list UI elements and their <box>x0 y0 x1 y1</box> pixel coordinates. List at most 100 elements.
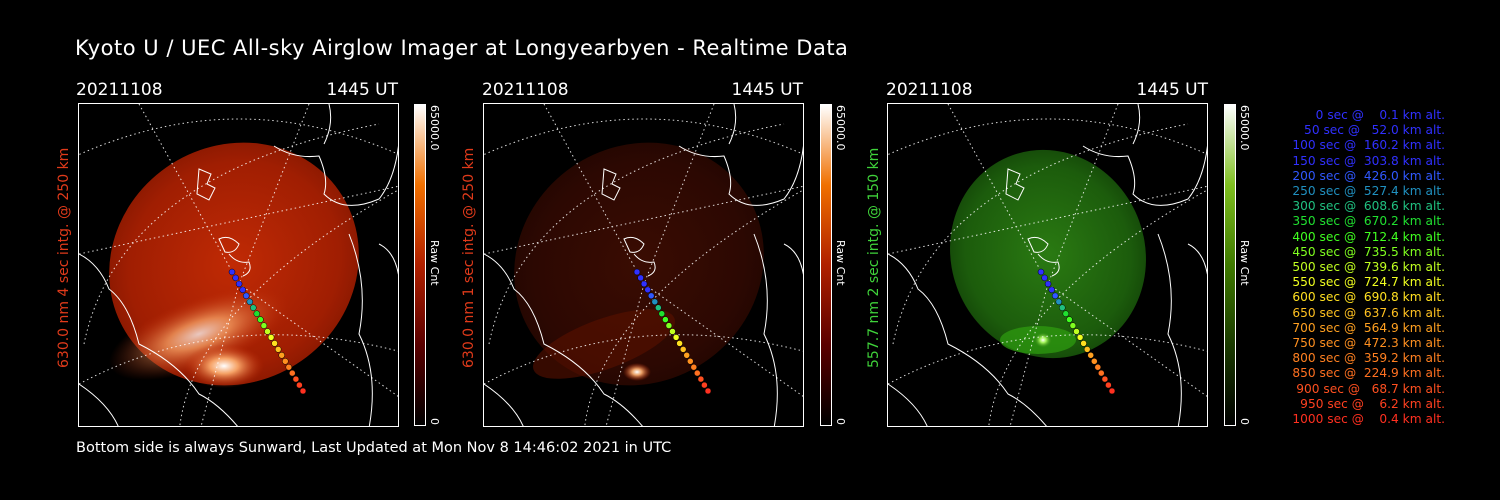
legend-row: 950 sec @ 6.2 km alt. <box>1296 396 1445 411</box>
trajectory-point <box>228 268 236 276</box>
geo-grid <box>484 104 803 426</box>
aurora-core <box>623 363 651 381</box>
trajectory-path <box>228 268 307 395</box>
trajectory-point <box>1069 322 1077 329</box>
legend-row: 700 sec @ 564.9 km alt. <box>1288 320 1445 335</box>
panel-2-date: 20211108 <box>482 80 569 100</box>
aurora-core <box>184 344 264 388</box>
trajectory-point <box>239 286 246 294</box>
panel-3-map <box>887 103 1208 427</box>
legend-row: 250 sec @ 527.4 km alt. <box>1288 184 1445 199</box>
trajectory-point <box>282 358 289 365</box>
panel-1-date: 20211108 <box>76 80 163 100</box>
trajectory-path <box>633 268 712 395</box>
trajectory-point <box>1091 358 1098 365</box>
trajectory-point <box>235 280 243 288</box>
trajectory-point <box>1105 381 1112 389</box>
trajectory-point <box>1066 316 1073 323</box>
legend-row: 750 sec @ 472.3 km alt. <box>1288 336 1445 351</box>
trajectory-point <box>257 316 264 323</box>
legend-row: 300 sec @ 608.6 km alt. <box>1288 199 1445 214</box>
legend-row: 50 sec @ 52.0 km alt. <box>1296 123 1445 138</box>
trajectory-point <box>655 304 662 311</box>
trajectory-point <box>637 274 644 282</box>
panel-1-colorbar-min: 0 <box>428 418 441 425</box>
trajectory-point <box>1055 298 1063 306</box>
trajectory-point <box>672 334 680 341</box>
legend-row: 900 sec @ 68.7 km alt. <box>1292 381 1445 396</box>
trajectory-point <box>665 322 673 329</box>
trajectory-point <box>264 328 271 335</box>
trajectory-point <box>1101 375 1109 383</box>
trajectory-point <box>267 334 275 341</box>
trajectory-point <box>292 375 300 383</box>
panel-1-side-label: 630.0 nm 4 sec intg. @ 250 km <box>56 147 72 368</box>
legend-row: 100 sec @ 160.2 km alt. <box>1288 138 1445 153</box>
legend-row: 850 sec @ 224.9 km alt. <box>1288 366 1445 381</box>
trajectory-point <box>1037 268 1045 276</box>
panel-2-side-label: 630.0 nm 1 sec intg. @ 250 km <box>461 147 477 368</box>
trajectory-point <box>1062 310 1070 317</box>
panel-3-colorbar-max: 65000.0 <box>1238 105 1251 151</box>
trajectory-point <box>679 346 687 353</box>
legend-row: 200 sec @ 426.0 km alt. <box>1288 168 1445 183</box>
trajectory-point <box>296 381 303 389</box>
trajectory-point <box>1059 304 1066 311</box>
panel-1-time: 1445 UT <box>326 80 399 100</box>
trajectory-legend: 0 sec @ 0.1 km alt. 50 sec @ 52.0 km alt… <box>1255 108 1445 427</box>
coastlines <box>484 104 803 426</box>
panel-2-colorbar-min: 0 <box>834 418 847 425</box>
legend-row: 1000 sec @ 0.4 km alt. <box>1292 412 1445 427</box>
legend-row: 600 sec @ 690.8 km alt. <box>1288 290 1445 305</box>
coastlines <box>79 104 398 426</box>
panel-3-colorbar-unit: Raw Cnt <box>1238 240 1251 286</box>
trajectory-point <box>647 292 655 300</box>
panel-1-map <box>78 103 399 427</box>
panel-2-image <box>484 104 803 426</box>
trajectory-point <box>1083 346 1091 353</box>
trajectory-point <box>658 310 666 317</box>
panel-2-time: 1445 UT <box>731 80 804 100</box>
trajectory-point <box>644 286 651 294</box>
panel-1-colorbar-unit: Raw Cnt <box>428 240 441 286</box>
trajectory-point <box>676 340 683 347</box>
legend-row: 800 sec @ 359.2 km alt. <box>1288 351 1445 366</box>
trajectory-point <box>260 322 268 329</box>
panel-2-map <box>483 103 804 427</box>
panel-3-colorbar-min: 0 <box>1238 418 1251 425</box>
legend-row: 500 sec @ 739.6 km alt. <box>1288 260 1445 275</box>
trajectory-point <box>662 316 669 323</box>
sky-disc <box>514 142 764 386</box>
trajectory-point <box>697 375 705 383</box>
trajectory-point <box>274 346 282 353</box>
trajectory-point <box>1094 363 1102 371</box>
trajectory-point <box>687 358 694 365</box>
trajectory-path <box>1037 268 1116 395</box>
trajectory-point <box>285 363 293 371</box>
trajectory-point <box>299 387 307 395</box>
trajectory-point <box>246 298 254 306</box>
panel-3-side-label: 557.7 nm 2 sec intg. @ 150 km <box>866 147 882 368</box>
legend-row: 650 sec @ 637.6 km alt. <box>1288 305 1445 320</box>
panel-1-image <box>79 104 398 426</box>
trajectory-point <box>1048 286 1055 294</box>
panel-3-colorbar <box>1224 104 1236 426</box>
trajectory-point <box>278 352 285 359</box>
page-title: Kyoto U / UEC All-sky Airglow Imager at … <box>75 36 849 60</box>
footer-status: Bottom side is always Sunward, Last Upda… <box>76 440 672 456</box>
trajectory-point <box>1108 387 1116 395</box>
panel-2-colorbar-max: 65000.0 <box>834 105 847 151</box>
trajectory-point <box>1076 334 1084 341</box>
panel-1-colorbar <box>414 104 426 426</box>
panel-2-colorbar-unit: Raw Cnt <box>834 240 847 286</box>
trajectory-point <box>253 310 261 317</box>
geo-grid <box>888 104 1207 426</box>
trajectory-point <box>242 292 250 300</box>
trajectory-point <box>701 381 708 389</box>
trajectory-point <box>690 363 698 371</box>
coastlines <box>888 104 1207 426</box>
trajectory-point <box>250 304 257 311</box>
trajectory-point <box>704 387 712 395</box>
panel-3-date: 20211108 <box>886 80 973 100</box>
trajectory-point <box>694 369 701 377</box>
